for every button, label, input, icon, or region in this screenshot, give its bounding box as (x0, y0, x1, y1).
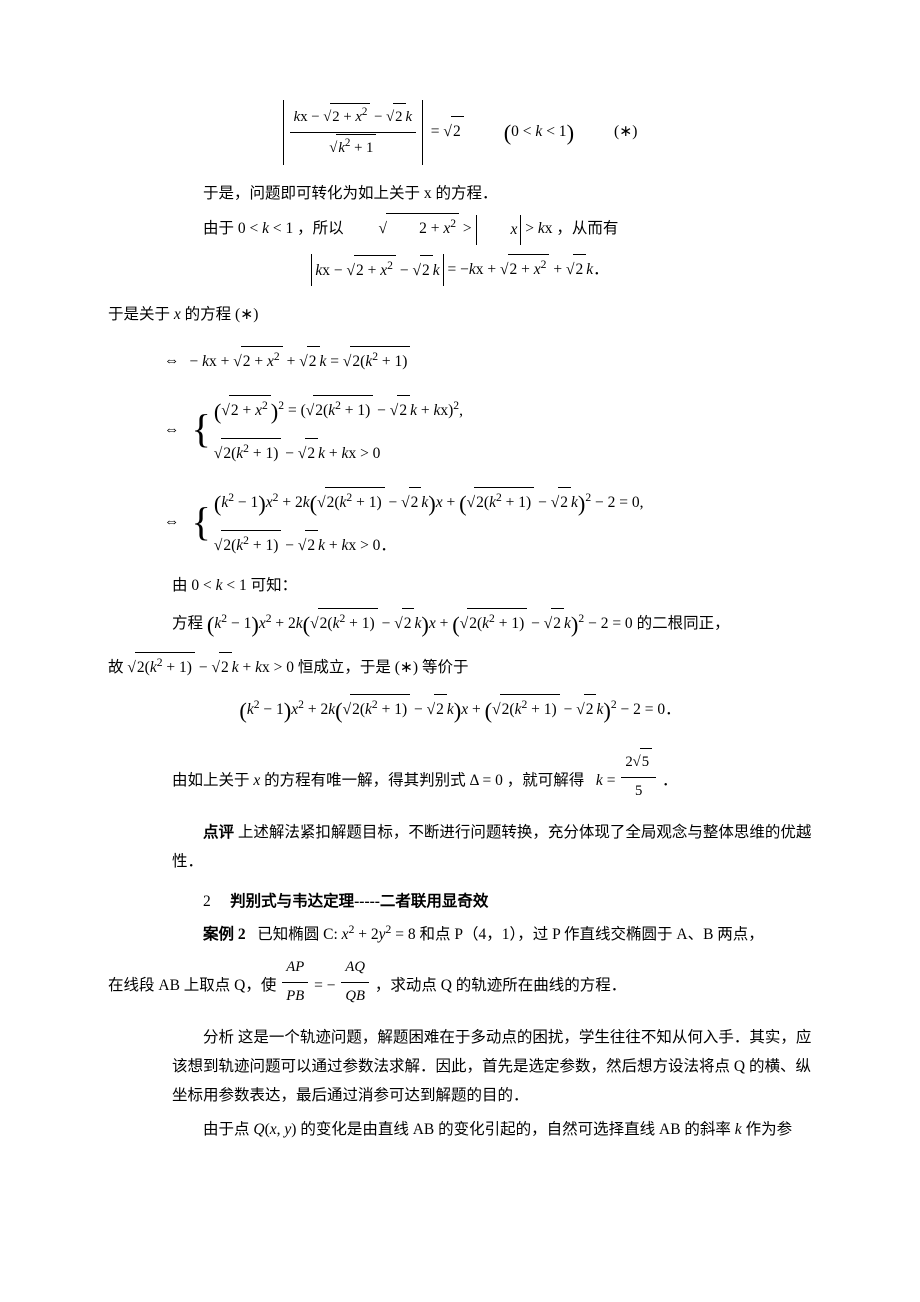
analysis: 分析 这是一个轨迹问题，解题困难在于多动点的困扰，学生往往不知从何入手．其实，应… (172, 1023, 812, 1111)
para-6-eq: 2(k2 + 1) − 2k + kx > 0 (127, 659, 297, 676)
iff-3-a: (k2 − 1)x2 + 2k(2(k2 + 1) − 2k)x + (2(k2… (214, 483, 644, 526)
para-7-k: k = 25 5 (596, 772, 662, 789)
para-3: 于是关于 x 的方程 (∗) (108, 300, 812, 329)
para-5-a: 方程 (172, 615, 203, 632)
para-2-b: ，所以 (297, 220, 344, 237)
q-line-a: 在线段 AB 上取点 Q，使 (108, 977, 276, 994)
equation-star-tag: (∗) (614, 117, 637, 146)
section-num: 2 (203, 893, 211, 910)
case-2: 案例 2 已知椭圆 C: x2 + 2y2 = 8 和点 P（4，1），过 P … (172, 920, 812, 949)
analysis-text: 这是一个轨迹问题，解题困难在于多动点的困扰，学生往往不知从何入手．其实，应该想到… (172, 1029, 811, 1105)
equation-abs: kx − 2 + x2 − 2k = −kx + 2 + x2 + 2k． (108, 253, 812, 286)
q-ratio: APPB = − AQQB (280, 977, 375, 994)
last-a: 由于点 (203, 1121, 250, 1138)
iff-2-a: (2 + x2)2 = (2(k2 + 1) − 2k + kx)2, (214, 391, 463, 434)
analysis-label: 分析 (203, 1029, 234, 1046)
review: 点评 上述解法紧扣解题目标，不断进行问题转换，充分体现了全局观念与整体思维的优越… (172, 818, 812, 877)
iff-2-b: 2(k2 + 1) − 2k + kx > 0 (214, 437, 463, 468)
para-4-text: 由 0 < k < 1 可知： (172, 577, 297, 594)
equation-final: (k2 − 1)x2 + 2k(2(k2 + 1) − 2k)x + (2(k2… (108, 690, 812, 733)
para-7-a: 由如上关于 x 的方程有唯一解，得其判别式 (172, 772, 470, 789)
para-5-b: 的二根同正， (637, 615, 730, 632)
iff-1: ⇔ − kx + 2 + x2 + 2k = 2(k2 + 1) (164, 345, 812, 376)
section-2-heading: 2 判别式与韦达定理-----二者联用显奇效 (172, 887, 812, 916)
equation-star-cond: (0 < k < 1) (504, 112, 574, 155)
para-5-eq: (k2 − 1)x2 + 2k(2(k2 + 1) − 2k)x + (2(k2… (207, 615, 637, 632)
equation-star: kx − 2 + x2 − 2k k2 + 1 = 2 (0 < k < 1) … (108, 100, 812, 165)
para-7-delta: Δ = 0 (470, 772, 503, 789)
para-7-b: ，就可解得 (507, 772, 585, 789)
para-6-b: 恒成立，于是 (∗) 等价于 (298, 659, 469, 676)
equation-star-main: kx − 2 + x2 − 2k k2 + 1 = 2 (283, 100, 464, 165)
case-ellipse: x2 + 2y2 = 8 (342, 926, 416, 943)
para-5: 方程 (k2 − 1)x2 + 2k(2(k2 + 1) − 2k)x + (2… (172, 604, 812, 647)
iff-1-eq: − kx + 2 + x2 + 2k = 2(k2 + 1) (190, 345, 411, 376)
case-label: 案例 2 (203, 926, 246, 943)
q-line: 在线段 AB 上取点 Q，使 APPB = − AQQB ，求动点 Q 的轨迹所… (108, 954, 812, 1011)
para-2-c: ，从而有 (556, 220, 618, 237)
section-title: 判别式与韦达定理-----二者联用显奇效 (230, 893, 488, 910)
para-2-cond: 0 < k < 1 (238, 220, 293, 237)
para-1: 于是，问题即可转化为如上关于 x 的方程． (172, 179, 812, 208)
para-2-ineq: 2 + x2 > x > kx (348, 220, 557, 237)
para-1-text: 于是，问题即可转化为如上关于 x 的方程． (203, 185, 498, 202)
q-line-b: ，求动点 Q 的轨迹所在曲线的方程． (375, 977, 626, 994)
last-para: 由于点 Q(x, y) 的变化是由直线 AB 的变化引起的，自然可选择直线 AB… (172, 1115, 812, 1144)
para-2: 由于 0 < k < 1 ，所以 2 + x2 > x > kx ，从而有 (172, 212, 812, 244)
case-text-a: 已知椭圆 C: (257, 926, 338, 943)
para-2-a: 由于 (203, 220, 234, 237)
iff-3-b: 2(k2 + 1) − 2k + kx > 0． (214, 529, 644, 560)
para-7-c: ． (662, 772, 678, 789)
case-text-b: 和点 P（4，1），过 P 作直线交椭圆于 A、B 两点， (419, 926, 763, 943)
review-label: 点评 (203, 824, 234, 841)
para-6: 故 2(k2 + 1) − 2k + kx > 0 恒成立，于是 (∗) 等价于 (108, 651, 812, 682)
iff-3: ⇔ { (k2 − 1)x2 + 2k(2(k2 + 1) − 2k)x + (… (164, 483, 812, 561)
review-text: 上述解法紧扣解题目标，不断进行问题转换，充分体现了全局观念与整体思维的优越性． (172, 824, 811, 870)
para-6-a: 故 (108, 659, 124, 676)
para-7: 由如上关于 x 的方程有唯一解，得其判别式 Δ = 0 ，就可解得 k = 25… (172, 747, 812, 806)
para-3-text: 于是关于 x 的方程 (∗) (108, 306, 258, 323)
page-root: kx − 2 + x2 − 2k k2 + 1 = 2 (0 < k < 1) … (0, 0, 920, 1228)
iff-2: ⇔ { (2 + x2)2 = (2(k2 + 1) − 2k + kx)2, … (164, 391, 812, 469)
last-q: Q(x, y) (253, 1121, 296, 1138)
para-4: 由 0 < k < 1 可知： (172, 571, 812, 600)
last-b: 的变化是由直线 AB 的变化引起的，自然可选择直线 AB 的斜率 k 作为参 (300, 1121, 792, 1138)
